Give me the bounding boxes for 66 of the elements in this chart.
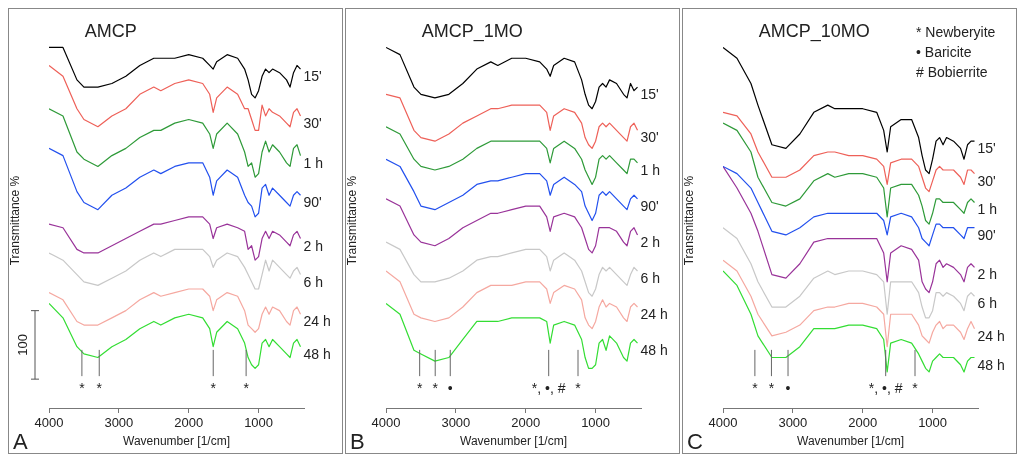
series-label: 30'	[977, 172, 996, 189]
annotation: •	[785, 380, 791, 396]
annotation: • Baricite	[916, 44, 972, 60]
x-tick-label: 1000	[244, 415, 274, 431]
annotation: *	[575, 380, 582, 396]
x-tick-label: 3000	[441, 415, 471, 431]
annotation: *	[912, 380, 919, 396]
annotation: *	[432, 380, 439, 396]
series-label: 30'	[640, 129, 659, 146]
y-axis-title: Transmittance %	[8, 175, 22, 266]
x-tick-label: 4000	[34, 415, 64, 431]
series-label: 48 h	[303, 345, 331, 362]
series-label: 90'	[640, 197, 659, 214]
annotation: *	[768, 380, 775, 396]
y-axis-title: Transmittance %	[682, 175, 696, 266]
x-tick-label: 2000	[511, 415, 541, 431]
x-tick-label: 3000	[104, 415, 134, 431]
x-tick-label: 4000	[371, 415, 401, 431]
x-tick-label: 1000	[581, 415, 611, 431]
annotation: *, •, #	[868, 380, 903, 396]
text: * Newberyite	[916, 24, 996, 40]
series-label: 90'	[303, 194, 322, 211]
series-label: 24 h	[977, 327, 1005, 344]
series-label: 6 h	[303, 273, 323, 290]
series-label: 15'	[640, 86, 659, 103]
series-label: 2 h	[640, 233, 660, 250]
text: A	[13, 429, 28, 454]
series-label: 1 h	[303, 154, 323, 171]
annotation: *	[210, 380, 217, 396]
series-label: 6 h	[977, 295, 997, 312]
series-label: 15'	[977, 140, 996, 157]
annotation: •	[447, 380, 453, 396]
series-label: 48 h	[640, 342, 668, 359]
series-label: 2 h	[977, 266, 997, 283]
x-tick-label: 2000	[174, 415, 204, 431]
annotation: *, •, #	[531, 380, 566, 396]
x-tick-label: 4000	[708, 415, 738, 431]
series-label: 24 h	[640, 306, 668, 323]
annotation: *	[752, 380, 759, 396]
chart-title: AMCP_1MO	[421, 21, 523, 42]
series-label: 90'	[977, 226, 996, 243]
series-label: 24 h	[303, 313, 331, 330]
x-tick-label: 2000	[848, 415, 878, 431]
series-label: 1 h	[640, 161, 660, 178]
series-label: 1 h	[977, 201, 997, 218]
x-axis-title: Wavenumber [1/cm]	[123, 434, 230, 449]
annotation: *	[79, 380, 86, 396]
chart-title: AMCP_10MO	[758, 21, 870, 42]
x-tick-label: 3000	[778, 415, 808, 431]
text: C	[687, 429, 703, 454]
text: B	[350, 429, 365, 454]
chart-title: AMCP	[84, 21, 137, 41]
annotation: *	[243, 380, 250, 396]
x-axis-title: Wavenumber [1/cm]	[460, 434, 567, 449]
annotation: *	[416, 380, 423, 396]
annotation: # Bobierrite	[916, 64, 988, 80]
text: 100	[15, 334, 30, 356]
annotation: *	[96, 380, 103, 396]
y-axis-title: Transmittance %	[345, 175, 359, 266]
series-label: 2 h	[303, 237, 323, 254]
series-label: 6 h	[640, 269, 660, 286]
x-tick-label: 1000	[918, 415, 948, 431]
series-label: 15'	[303, 68, 322, 85]
series-label: 48 h	[977, 356, 1005, 373]
x-axis-title: Wavenumber [1/cm]	[797, 434, 904, 449]
series-label: 30'	[303, 114, 322, 131]
